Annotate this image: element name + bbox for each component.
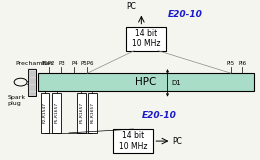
Text: Pi6: Pi6	[238, 61, 246, 66]
Text: Pi5: Pi5	[227, 61, 235, 66]
Text: PC: PC	[173, 137, 183, 146]
Text: HPC: HPC	[135, 77, 157, 87]
Text: 14 bit
10 MHz: 14 bit 10 MHz	[119, 131, 147, 151]
Text: F5-R1657: F5-R1657	[79, 102, 83, 123]
Text: F5-R1657: F5-R1657	[55, 102, 59, 123]
Bar	[113, 129, 153, 153]
Bar	[41, 93, 49, 133]
Text: Prechamber: Prechamber	[15, 61, 53, 66]
Text: E20-10: E20-10	[142, 111, 177, 120]
Bar	[126, 27, 166, 51]
Text: P4: P4	[71, 61, 78, 66]
Text: 14 bit
10 MHz: 14 bit 10 MHz	[132, 29, 160, 48]
Bar	[38, 73, 254, 91]
Bar	[53, 93, 61, 133]
Text: P1P2: P1P2	[42, 61, 55, 66]
Text: F6-R1657: F6-R1657	[90, 102, 94, 123]
Text: P5P6: P5P6	[81, 61, 94, 66]
Text: F2-R1547: F2-R1547	[43, 102, 47, 123]
Text: Spark
plug: Spark plug	[7, 95, 25, 106]
Bar	[88, 93, 97, 133]
Text: E20-10: E20-10	[167, 10, 202, 19]
Text: PC: PC	[126, 2, 136, 11]
Text: P3: P3	[58, 61, 65, 66]
Bar	[77, 93, 86, 133]
Text: D1: D1	[171, 80, 181, 86]
Bar	[28, 68, 36, 96]
